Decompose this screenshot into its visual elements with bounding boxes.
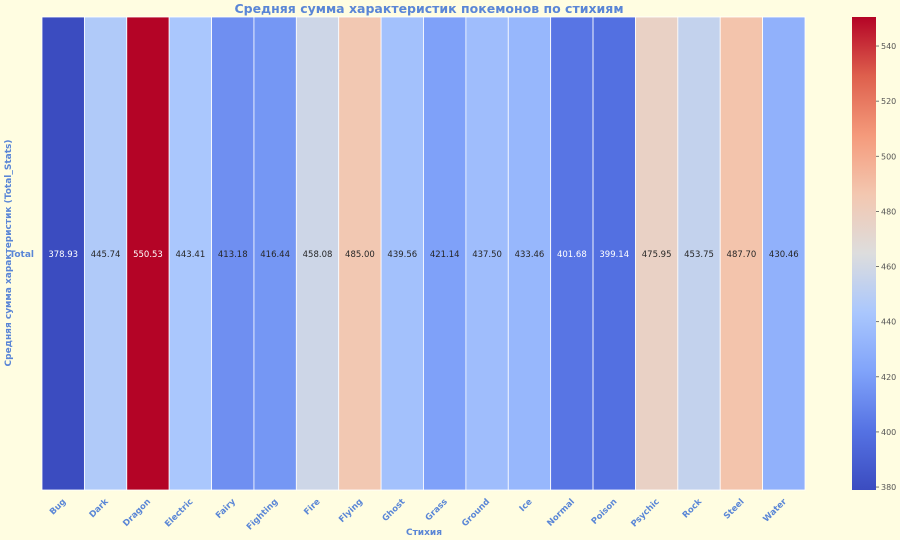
colorbar-tick-label: 540 <box>881 42 896 51</box>
heatmap-cell-ground <box>465 16 509 491</box>
x-tick-label: Ghost <box>381 497 408 524</box>
cell-value-label: 399.14 <box>599 250 629 260</box>
colorbar-tick-label: 500 <box>881 152 896 161</box>
cell-value-label: 401.68 <box>557 250 587 260</box>
x-tick-label: Dragon <box>121 497 153 529</box>
x-tick-label: Rock <box>681 497 705 521</box>
cell-value-label: 443.41 <box>175 250 205 260</box>
cell-value-label: 421.14 <box>430 250 460 260</box>
x-tick-label: Flying <box>337 497 365 525</box>
colorbar-tick-label: 520 <box>881 97 896 106</box>
colorbar-ticks: 380 400 420 440 460 480 500 520 540 <box>876 42 896 492</box>
x-tick-label: Ground <box>460 497 492 529</box>
x-tick-label: Dark <box>88 497 111 520</box>
heatmap-cells <box>41 16 806 491</box>
cell-value-label: 378.93 <box>48 250 78 260</box>
cell-value-label: 413.18 <box>218 250 248 260</box>
cell-value-label: 416.44 <box>260 250 290 260</box>
colorbar-tick-label: 440 <box>881 318 896 327</box>
y-axis-label: Средняя сумма характеристик (Total_Stats… <box>4 140 14 367</box>
cell-value-label: 487.70 <box>727 250 757 260</box>
heatmap-cell-dark <box>83 16 128 491</box>
heatmap-cell-ice <box>507 16 552 491</box>
x-tick-label: Grass <box>424 497 450 523</box>
heatmap-cell-normal <box>550 16 594 491</box>
x-tick-label: Normal <box>545 497 577 529</box>
heatmap-cell-fairy <box>211 16 255 491</box>
x-tick-labels: Bug Dark Dragon Electric Fairy Fighting Fire Fl… <box>48 496 789 532</box>
cell-value-label: 439.56 <box>387 250 417 260</box>
x-tick-label: Electric <box>163 497 195 529</box>
x-tick-label: Water <box>761 496 789 524</box>
colorbar-tick-label: 480 <box>881 207 896 216</box>
cell-value-label: 437.50 <box>472 250 502 260</box>
x-tick-label: Fire <box>302 497 322 517</box>
heatmap-cell-steel <box>719 16 764 491</box>
cell-value-label: 485.00 <box>345 250 375 260</box>
x-tick-label: Fighting <box>245 497 280 532</box>
colorbar-tick-label: 460 <box>881 263 896 272</box>
x-axis-label: Стихия <box>406 528 442 538</box>
heatmap-cell-fighting <box>253 16 297 491</box>
row-label: Total <box>9 250 34 260</box>
heatmap-cell-electric <box>168 16 212 491</box>
heatmap-cell-flying <box>338 16 382 491</box>
heatmap-cell-psychic <box>635 16 679 491</box>
cell-value-label: 430.46 <box>769 250 799 260</box>
heatmap-cell-rock <box>677 16 721 491</box>
cell-value-label: 458.08 <box>303 250 333 260</box>
cell-value-label: 433.46 <box>515 250 545 260</box>
x-tick-label: Bug <box>48 497 68 517</box>
cell-value-label: 550.53 <box>133 250 163 260</box>
cell-value-label: 453.75 <box>684 250 714 260</box>
x-tick-label: Poison <box>590 497 620 527</box>
colorbar-tick-label: 400 <box>881 428 896 437</box>
x-tick-label: Steel <box>722 497 747 522</box>
cell-value-label: 475.95 <box>642 250 672 260</box>
chart-title: Средняя сумма характеристик покемонов по… <box>234 1 623 16</box>
cell-value-labels: 378.93 445.74 550.53 443.41 413.18 416.44 458.… <box>48 250 798 260</box>
heatmap-cell-fire <box>295 16 340 491</box>
cell-value-label: 445.74 <box>91 250 121 260</box>
x-tick-label: Ice <box>518 497 535 514</box>
x-tick-label: Psychic <box>629 497 661 529</box>
colorbar <box>852 17 876 490</box>
colorbar-tick-label: 380 <box>881 483 896 492</box>
x-tick-label: Fairy <box>214 497 238 521</box>
heatmap-cell-grass <box>423 16 467 491</box>
heatmap-cell-water <box>762 16 806 491</box>
heatmap-cell-ghost <box>380 16 424 491</box>
heatmap-cell-bug <box>41 16 85 491</box>
colorbar-tick-label: 420 <box>881 373 896 382</box>
